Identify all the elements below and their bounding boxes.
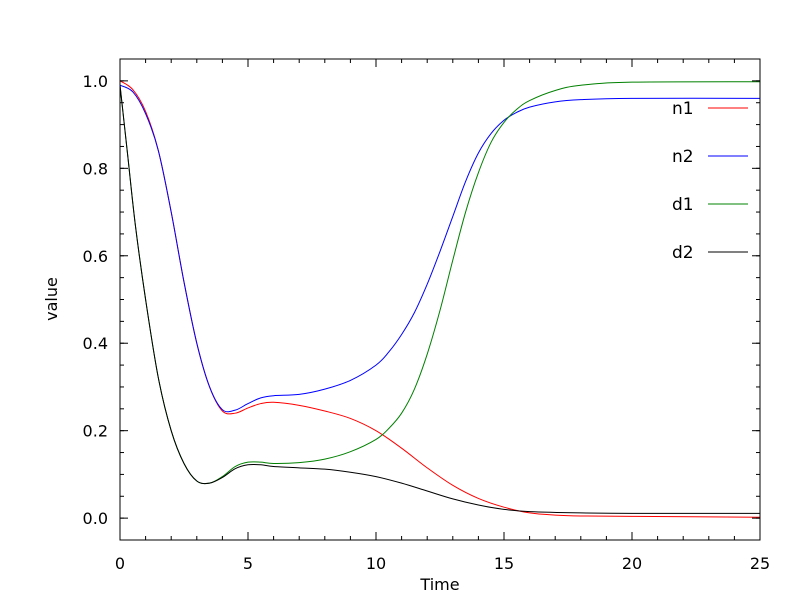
- series-line-n1: [119, 80, 761, 518]
- x-tick-label: 20: [622, 554, 642, 573]
- y-tick-label: 0.8: [83, 159, 108, 178]
- legend-label-n2: n2: [672, 147, 694, 167]
- y-tick-label: 0.0: [83, 509, 108, 528]
- y-tick-label: 0.2: [83, 422, 108, 441]
- y-tick-label: 0.6: [83, 247, 108, 266]
- tick-labels: 0 5 10 15 20 25 0.0 0.2 0.4 0.6 0.8 1.0: [83, 72, 771, 573]
- plot-frame: [119, 58, 761, 541]
- x-tick-label: 0: [115, 554, 125, 573]
- x-tick-label: 10: [366, 554, 386, 573]
- x-tick-label: 15: [494, 554, 514, 573]
- series-line-n2: [119, 84, 761, 413]
- series-line-d2: [119, 85, 761, 514]
- axis-ticks: [119, 59, 761, 540]
- plot-area: [119, 80, 761, 518]
- y-axis-label: value: [42, 277, 61, 321]
- x-tick-label: 5: [243, 554, 253, 573]
- x-axis-label: Time: [419, 575, 459, 594]
- y-tick-label: 0.4: [83, 334, 108, 353]
- y-tick-label: 1.0: [83, 72, 108, 91]
- series-line-d1: [119, 81, 761, 485]
- x-tick-label: 25: [750, 554, 770, 573]
- legend-label-d2: d2: [672, 243, 694, 263]
- legend-label-d1: d1: [672, 195, 694, 215]
- legend-label-n1: n1: [672, 99, 694, 119]
- legend: n1 n2 d1 d2: [672, 99, 748, 263]
